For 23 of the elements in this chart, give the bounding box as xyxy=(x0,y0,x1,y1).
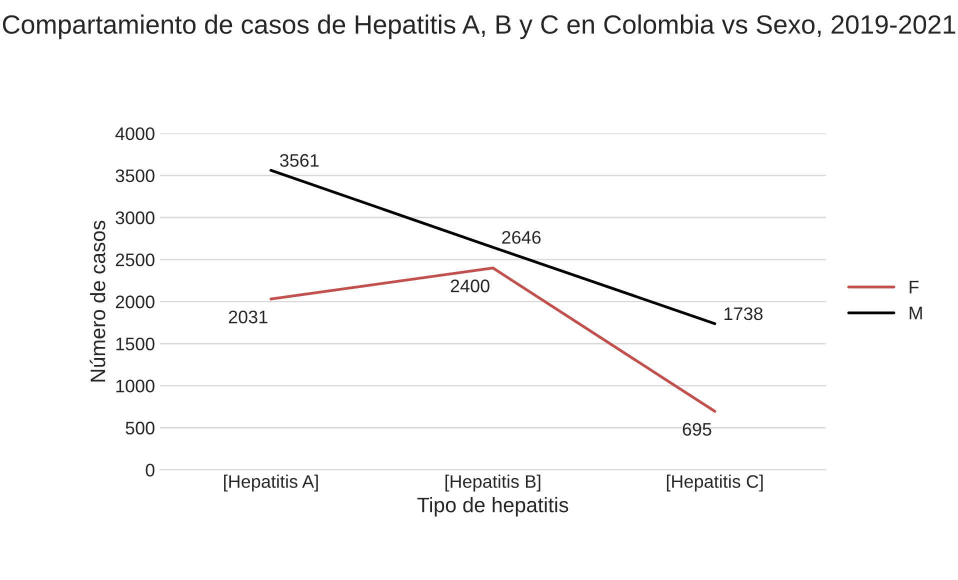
x-tick-label: [Hepatitis A] xyxy=(224,474,318,492)
data-label: 2031 xyxy=(228,310,268,324)
legend-label: F xyxy=(910,280,919,294)
x-axis-title: Tipo de hepatitis xyxy=(417,497,568,516)
y-tick-label: 4000 xyxy=(115,127,154,140)
y-tick-label: 1500 xyxy=(116,338,154,350)
y-tick-label: 0 xyxy=(146,464,154,477)
data-label: 1738 xyxy=(724,307,763,320)
y-axis-title: Número de casos xyxy=(90,220,106,382)
legend-label: M xyxy=(910,306,922,320)
y-tick-label: 2000 xyxy=(116,296,154,308)
data-label: 695 xyxy=(682,422,712,436)
x-tick-label: [Hepatitis B] xyxy=(446,474,540,492)
chart-title: Compartamiento de casos de Hepatitis A, B y C en Colombia vs Sexo, 2019-2021 xyxy=(2,14,956,40)
y-tick-label: 500 xyxy=(126,422,154,434)
data-label: 3561 xyxy=(280,154,319,167)
data-label: 2400 xyxy=(450,280,490,292)
y-tick-label: 3000 xyxy=(116,211,154,224)
data-label: 2646 xyxy=(502,231,541,244)
y-tick-label: 2500 xyxy=(116,253,154,266)
x-tick-label: [Hepatitis C] xyxy=(666,474,763,492)
y-tick-label: 3500 xyxy=(116,169,154,182)
y-tick-label: 1000 xyxy=(116,380,154,392)
